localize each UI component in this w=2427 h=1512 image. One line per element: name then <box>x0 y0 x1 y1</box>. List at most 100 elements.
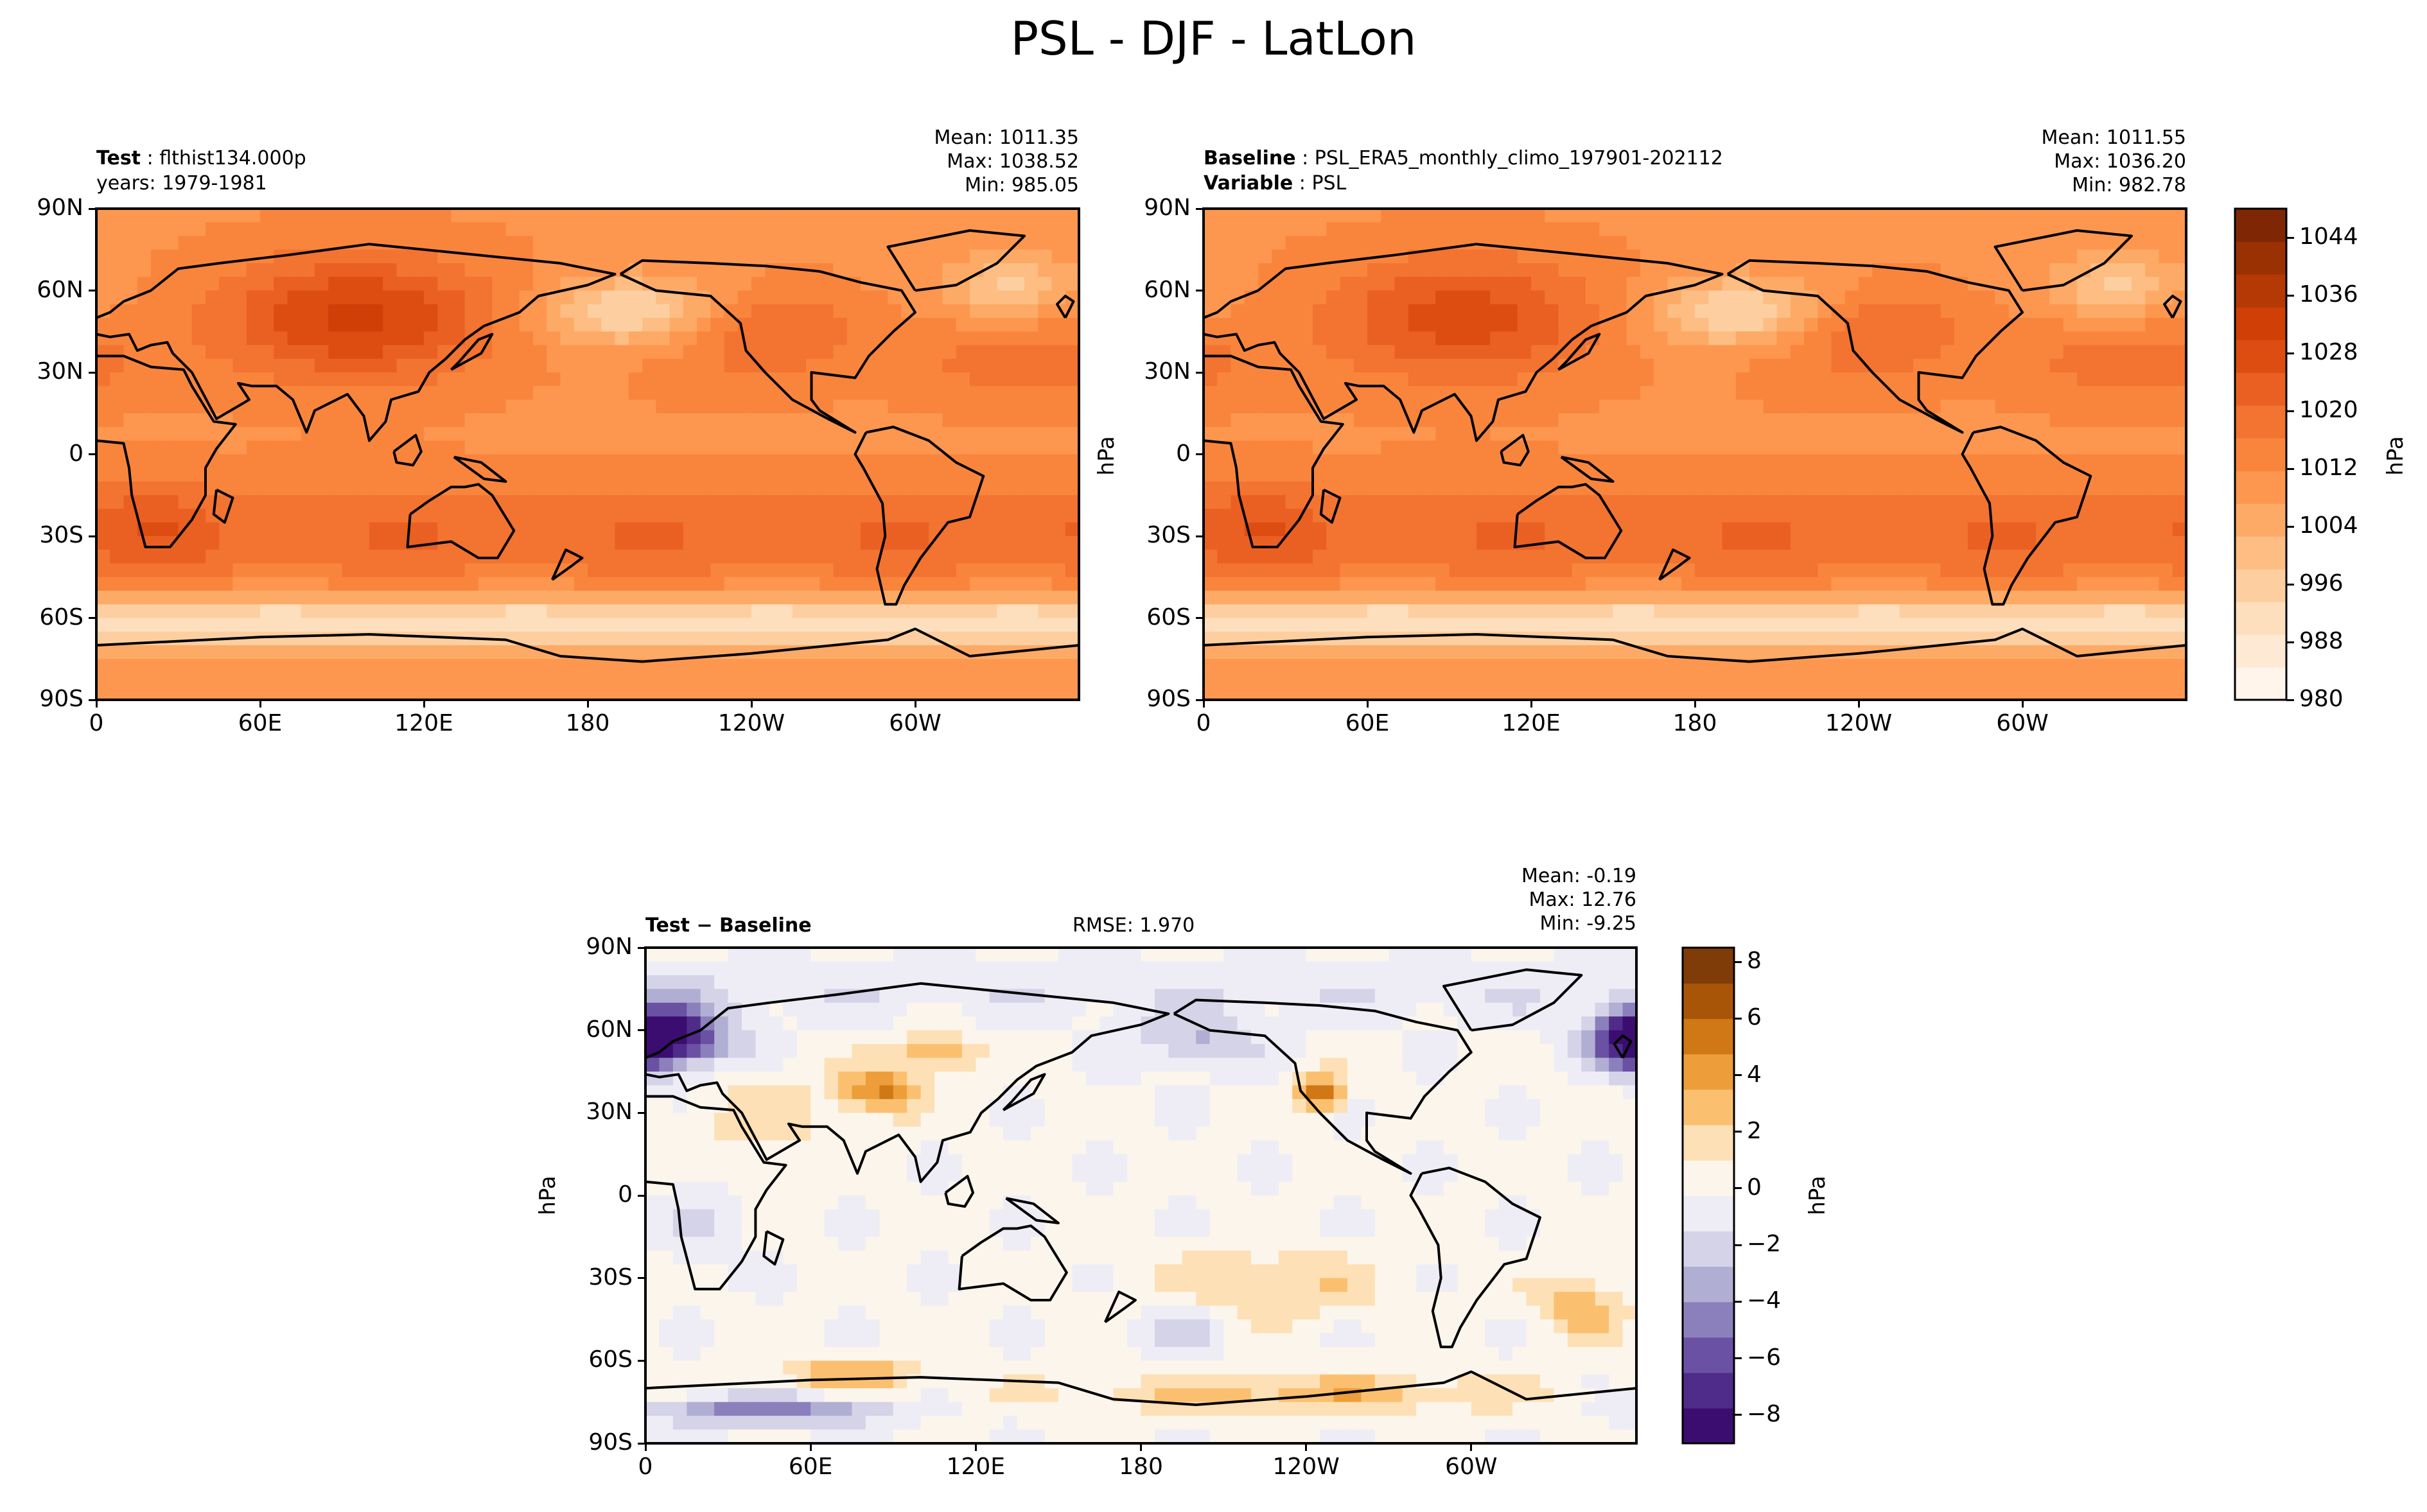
baseline-map-cell <box>1517 277 1532 291</box>
test-map-cell <box>219 467 234 482</box>
test-map-cell <box>792 399 807 414</box>
test-map-cell <box>819 618 834 632</box>
test-map-cell <box>274 263 288 278</box>
test-map-cell <box>519 563 534 578</box>
test-map-cell <box>137 236 152 250</box>
test-map-cell <box>765 659 780 673</box>
test-map-cell <box>1051 604 1066 619</box>
test-map-cell <box>997 659 1012 673</box>
baseline-map-cell <box>1831 331 1846 346</box>
test-map-cell <box>997 536 1012 551</box>
baseline-map-cell <box>1599 591 1614 605</box>
test-map-cell <box>287 277 302 291</box>
baseline-map-cell <box>1818 604 1832 619</box>
baseline-map-cell <box>1462 454 1477 469</box>
baseline-map-cell <box>1667 399 1682 414</box>
baseline-map-cell <box>1886 358 1900 373</box>
test-map-cell <box>164 591 179 605</box>
test-map-cell <box>110 645 125 660</box>
baseline-map-cell <box>1394 467 1409 482</box>
baseline-map-cell <box>1517 263 1532 278</box>
baseline-map-cell <box>2036 331 2051 346</box>
test-map-cell <box>328 236 343 250</box>
baseline-map-cell <box>2036 413 2051 428</box>
baseline-map-cell <box>1667 290 1682 305</box>
test-map-cell <box>915 604 930 619</box>
baseline-map-cell <box>1859 563 1873 578</box>
baseline-map-cell <box>2063 318 2078 333</box>
test-map-cell <box>505 236 520 250</box>
test-map-cell <box>574 495 588 510</box>
baseline-map-cell <box>1353 563 1368 578</box>
baseline-map-cell <box>1640 345 1655 360</box>
baseline-map-cell <box>1217 209 1232 223</box>
baseline-map-cell <box>1899 591 1914 605</box>
test-map-cell <box>656 290 670 305</box>
baseline-map-cell <box>1217 591 1232 605</box>
baseline-map-cell <box>1353 550 1368 564</box>
test-map-cell <box>219 209 234 223</box>
baseline-map-cell <box>1313 645 1327 660</box>
test-map-cell <box>274 345 288 360</box>
baseline-map-cell <box>1517 522 1532 537</box>
test-map-cell <box>287 536 302 551</box>
test-map-cell <box>697 591 712 605</box>
baseline-map-cell <box>1394 304 1409 318</box>
test-map-cell <box>274 427 288 442</box>
baseline-map-cell <box>2090 577 2105 591</box>
test-map-cell <box>274 386 288 401</box>
baseline-map-cell <box>1217 263 1232 278</box>
test-map-cell <box>861 290 875 305</box>
baseline-map-cell <box>1244 550 1259 564</box>
baseline-map-cell <box>1940 290 1955 305</box>
test-map-cell <box>396 631 411 646</box>
baseline-map-cell <box>1558 413 1573 428</box>
test-map-cell <box>547 454 561 469</box>
baseline-map-cell <box>1204 386 1218 401</box>
test-map-cell <box>574 413 588 428</box>
test-map-cell <box>588 522 602 537</box>
baseline-map-cell <box>2063 413 2078 428</box>
test-map-cell <box>232 672 247 687</box>
test-map-cell <box>710 482 725 496</box>
baseline-map-cell <box>1626 577 1641 591</box>
test-map-cell <box>792 618 807 632</box>
test-map-cell <box>547 686 561 700</box>
baseline-map-cell <box>2104 577 2119 591</box>
test-map-cell <box>96 440 111 455</box>
baseline-map-cell <box>1940 522 1955 537</box>
test-map-cell <box>710 318 725 333</box>
test-map-cell <box>669 277 684 291</box>
baseline-map-cell <box>1886 413 1900 428</box>
test-map-cell <box>806 345 821 360</box>
baseline-map-cell <box>1381 482 1396 496</box>
test-map-cell <box>642 209 657 223</box>
test-map-cell <box>191 249 206 264</box>
baseline-map-cell <box>1859 345 1873 360</box>
test-map-cell <box>751 290 766 305</box>
baseline-map-cell <box>1844 467 1859 482</box>
baseline-map-cell <box>1995 495 2010 510</box>
baseline-map-cell <box>1258 482 1273 496</box>
test-map-cell <box>151 304 166 318</box>
baseline-map-cell <box>1204 604 1218 619</box>
baseline-map-cell <box>2145 536 2160 551</box>
test-map-cell <box>915 263 930 278</box>
test-map-cell <box>792 577 807 591</box>
baseline-map-cell <box>1531 440 1546 455</box>
test-map-cell <box>997 427 1012 442</box>
test-map-cell <box>478 645 493 660</box>
baseline-map-cell <box>1681 618 1695 632</box>
baseline-map-cell <box>1381 536 1396 551</box>
test-map-cell <box>628 358 643 373</box>
test-map-cell <box>819 495 834 510</box>
test-map-cell <box>724 454 739 469</box>
test-map-cell <box>424 304 439 318</box>
baseline-map-cell <box>1422 236 1437 250</box>
baseline-map-cell <box>1422 372 1437 387</box>
test-map-cell <box>369 372 384 387</box>
baseline-map-cell <box>1340 591 1354 605</box>
test-map-cell <box>656 399 670 414</box>
baseline-map-cell <box>1299 345 1313 360</box>
test-map-cell <box>505 618 520 632</box>
